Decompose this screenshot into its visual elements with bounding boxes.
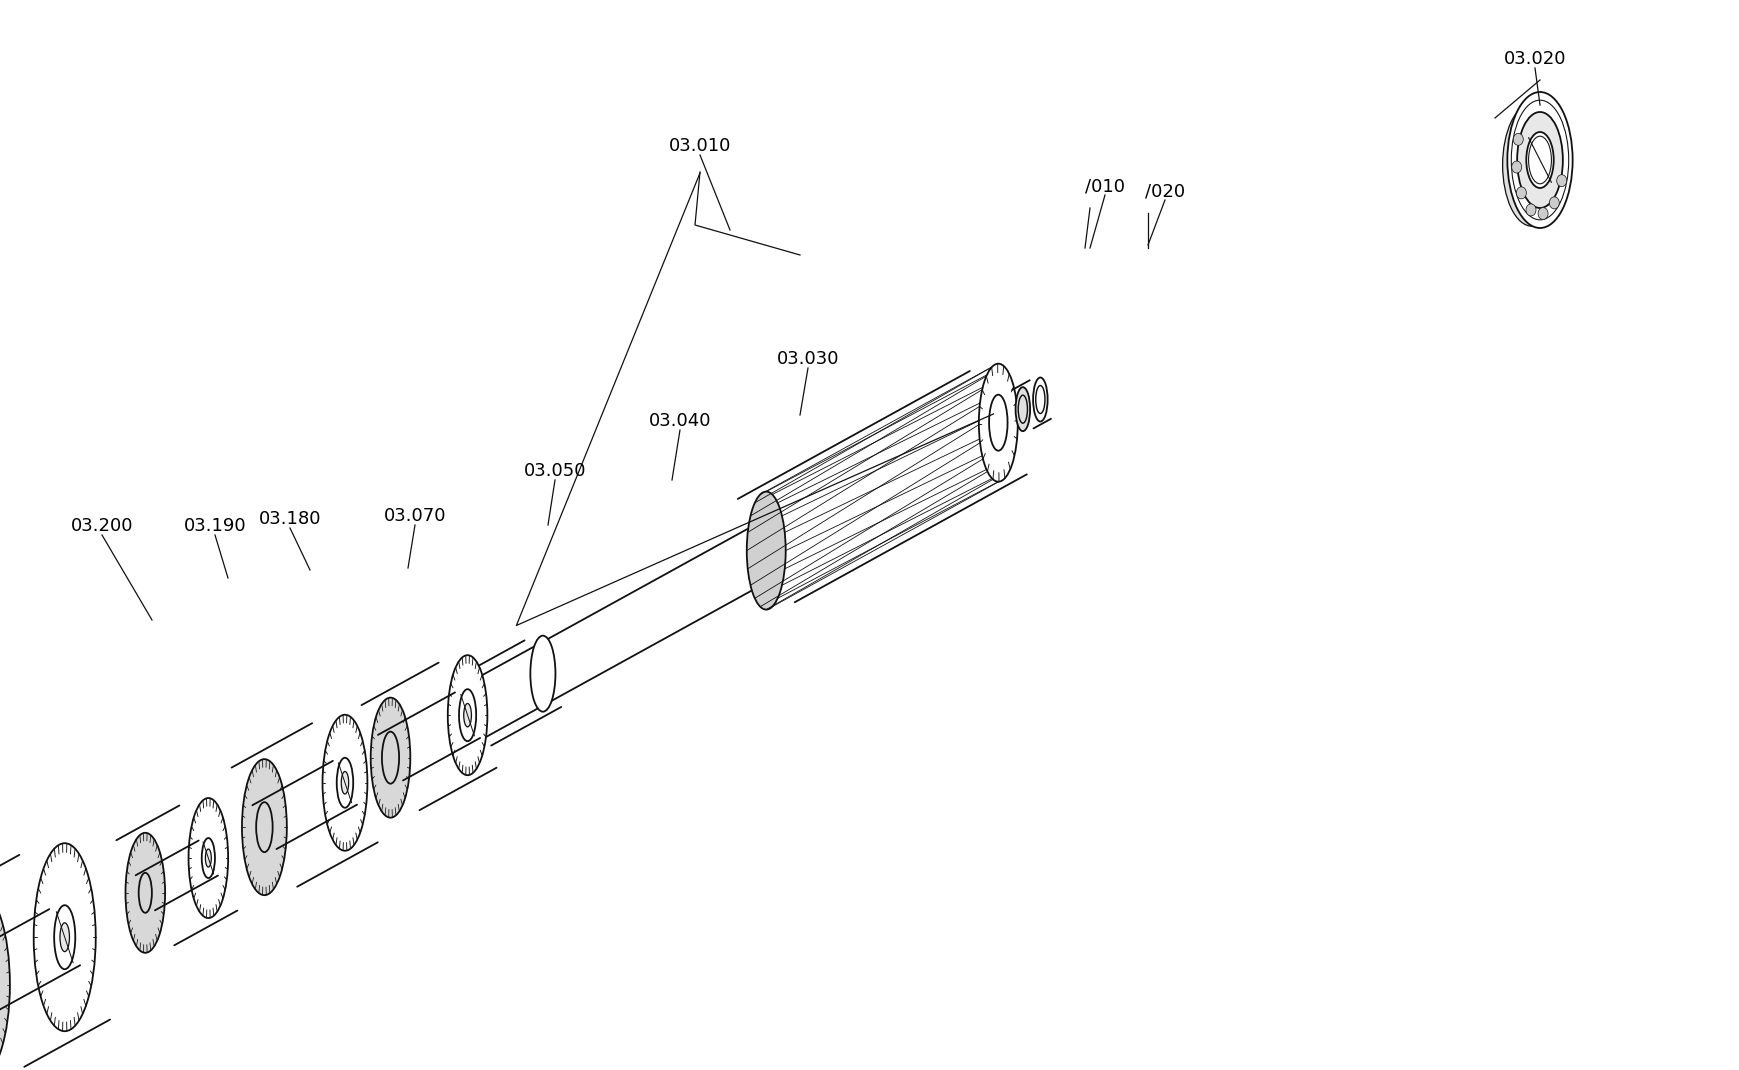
- Ellipse shape: [1525, 204, 1536, 216]
- Ellipse shape: [1548, 197, 1558, 209]
- Ellipse shape: [54, 905, 75, 969]
- Ellipse shape: [242, 759, 287, 896]
- Ellipse shape: [463, 685, 482, 740]
- Ellipse shape: [370, 698, 410, 817]
- Ellipse shape: [205, 850, 210, 867]
- Ellipse shape: [1506, 92, 1572, 228]
- Text: 03.010: 03.010: [668, 137, 730, 155]
- Ellipse shape: [256, 802, 273, 852]
- Ellipse shape: [1537, 208, 1548, 219]
- Text: 03.030: 03.030: [776, 350, 838, 368]
- Text: 03.200: 03.200: [71, 517, 134, 535]
- Ellipse shape: [125, 832, 165, 952]
- Ellipse shape: [746, 491, 786, 610]
- Text: 03.040: 03.040: [649, 412, 711, 430]
- Text: 03.180: 03.180: [259, 510, 322, 528]
- Ellipse shape: [1527, 136, 1551, 184]
- Ellipse shape: [979, 364, 1017, 482]
- Text: /020: /020: [1144, 182, 1184, 200]
- Ellipse shape: [202, 838, 216, 878]
- Text: 03.070: 03.070: [384, 507, 445, 525]
- Ellipse shape: [530, 636, 555, 712]
- Ellipse shape: [322, 715, 367, 851]
- Ellipse shape: [1516, 112, 1562, 208]
- Ellipse shape: [1525, 132, 1553, 188]
- Ellipse shape: [1511, 162, 1522, 173]
- Ellipse shape: [1502, 104, 1560, 226]
- Ellipse shape: [341, 771, 348, 794]
- Ellipse shape: [1515, 187, 1525, 199]
- Ellipse shape: [1035, 385, 1045, 413]
- Text: 03.190: 03.190: [184, 517, 247, 535]
- Ellipse shape: [383, 732, 398, 783]
- Ellipse shape: [459, 689, 476, 742]
- Ellipse shape: [33, 843, 96, 1031]
- Text: /010: /010: [1085, 177, 1125, 195]
- Ellipse shape: [188, 798, 228, 918]
- Ellipse shape: [139, 873, 151, 913]
- Ellipse shape: [1016, 387, 1029, 431]
- Ellipse shape: [1513, 134, 1522, 146]
- Ellipse shape: [1556, 174, 1565, 186]
- Ellipse shape: [756, 522, 776, 579]
- Ellipse shape: [447, 655, 487, 775]
- Ellipse shape: [464, 703, 471, 727]
- Ellipse shape: [1017, 395, 1026, 423]
- Ellipse shape: [1033, 378, 1047, 422]
- Ellipse shape: [337, 758, 353, 808]
- Ellipse shape: [59, 922, 70, 951]
- Text: 03.020: 03.020: [1502, 50, 1565, 68]
- Ellipse shape: [461, 674, 485, 750]
- Ellipse shape: [0, 890, 10, 1070]
- Ellipse shape: [1511, 101, 1569, 219]
- Ellipse shape: [988, 395, 1007, 450]
- Text: 03.050: 03.050: [523, 462, 586, 480]
